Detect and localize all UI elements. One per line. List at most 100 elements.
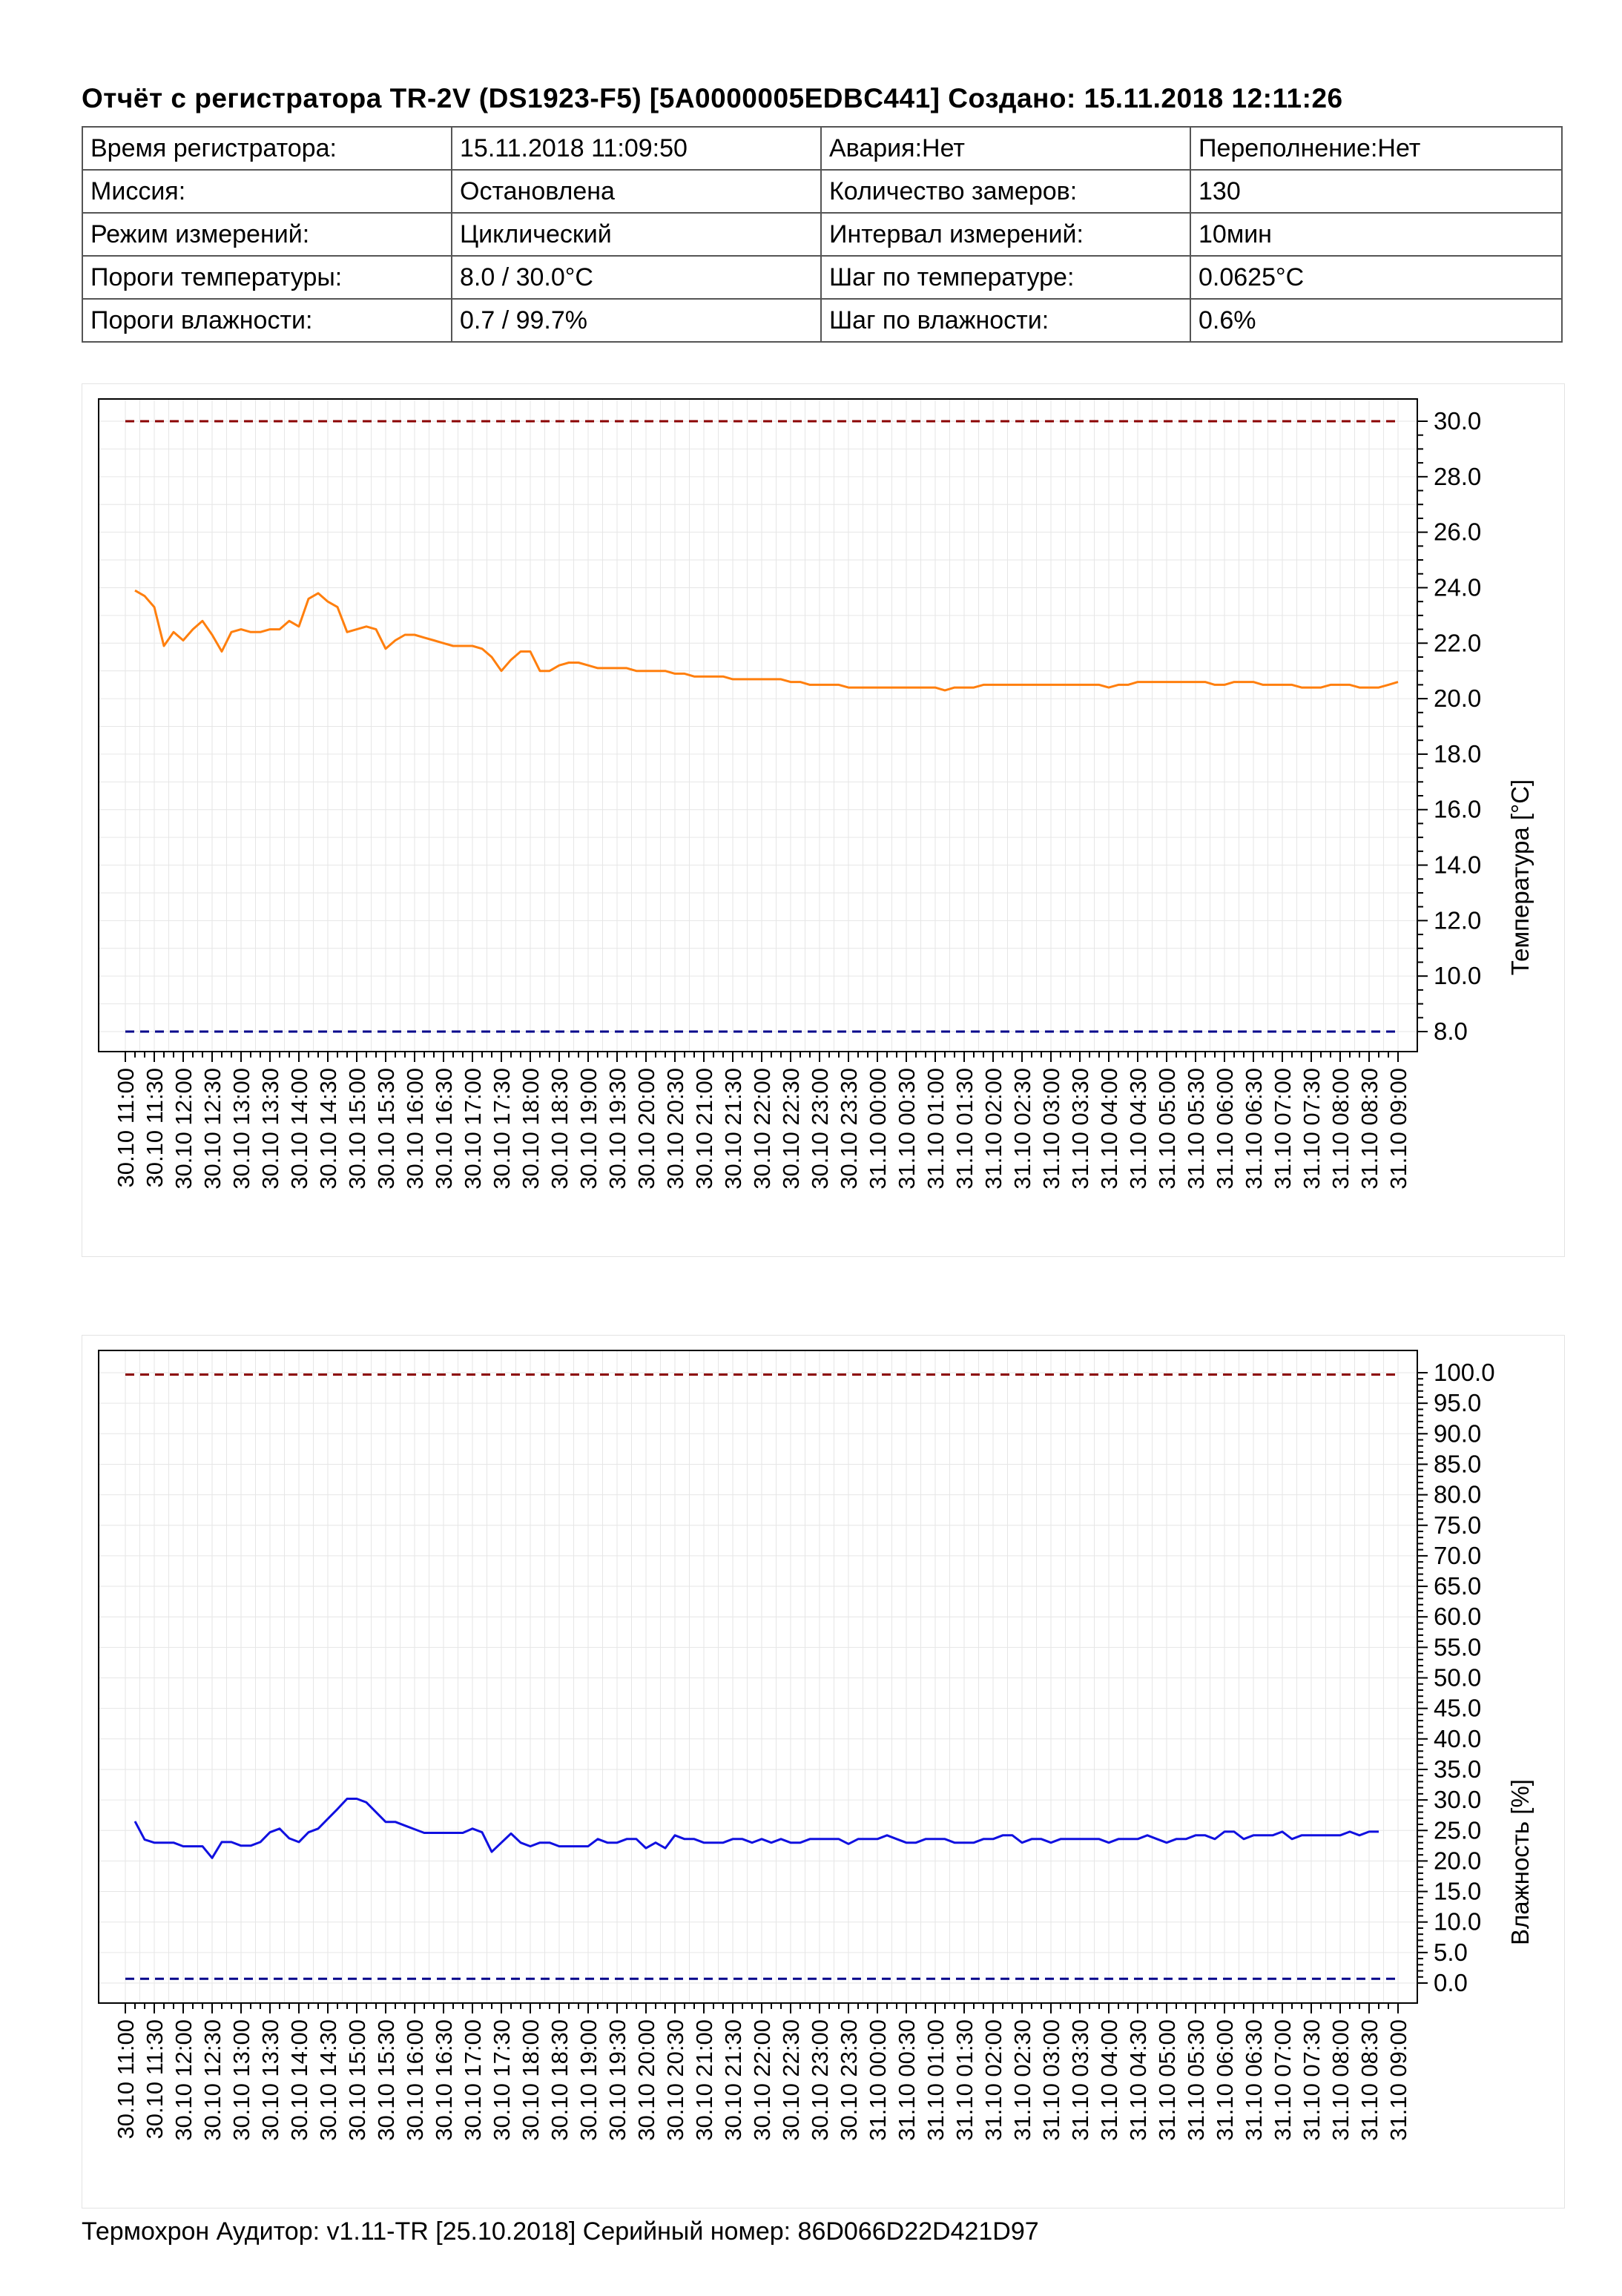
x-tick-label: 30.10 17:30 xyxy=(489,1068,515,1190)
y-tick-label: 25.0 xyxy=(1434,1816,1481,1844)
x-tick-label: 31.10 03:00 xyxy=(1038,1068,1064,1190)
x-tick-label: 30.10 19:30 xyxy=(604,2019,630,2141)
x-tick-label: 30.10 20:30 xyxy=(662,2019,688,2141)
y-tick-label: 35.0 xyxy=(1434,1755,1481,1783)
x-tick-label: 31.10 07:30 xyxy=(1299,2019,1325,2141)
y-tick-label: 50.0 xyxy=(1434,1664,1481,1692)
temperature-chart: 30.10 11:00 30.10 11:30 30.10 12:00 30.10 1… xyxy=(82,383,1565,1257)
x-tick-label: 30.10 13:00 xyxy=(228,2019,254,2141)
y-tick-label: 30.0 xyxy=(1434,1786,1481,1813)
y-tick-label: 95.0 xyxy=(1434,1389,1481,1416)
footer-version-serial: Термохрон Аудитор: v1.11-TR [25.10.2018]… xyxy=(82,2217,1039,2246)
y-tick-label: 75.0 xyxy=(1434,1511,1481,1539)
y-tick-label: 0.0 xyxy=(1434,1969,1468,1996)
x-tick-label: 30.10 11:30 xyxy=(142,2019,168,2139)
x-tick-label: 30.10 17:00 xyxy=(460,2019,486,2141)
table-cell: Остановлена xyxy=(451,169,822,214)
x-tick-label: 30.10 12:30 xyxy=(200,2019,225,2141)
x-tick-label: 30.10 23:30 xyxy=(836,2019,862,2141)
x-tick-label: 30.10 15:30 xyxy=(373,1068,399,1190)
table-row: Время регистратора: 15.11.2018 11:09:50 … xyxy=(82,126,1563,171)
x-tick-label: 30.10 13:30 xyxy=(257,2019,283,2141)
x-tick-label: 31.10 05:00 xyxy=(1154,2019,1180,2141)
x-tick-label: 30.10 12:00 xyxy=(171,1068,197,1190)
y-tick-label: 85.0 xyxy=(1434,1450,1481,1477)
x-tick-label: 30.10 23:00 xyxy=(807,2019,833,2141)
y-axis-title: Влажность [%] xyxy=(1506,1779,1534,1945)
x-tick-label: 30.10 18:00 xyxy=(518,1068,544,1190)
table-cell: Количество замеров: xyxy=(820,169,1191,214)
table-cell: Переполнение:Нет xyxy=(1190,126,1563,171)
y-tick-label: 14.0 xyxy=(1434,851,1481,879)
x-tick-label: 31.10 02:00 xyxy=(980,2019,1006,2141)
x-tick-label: 31.10 04:00 xyxy=(1096,2019,1122,2141)
x-tick-label: 30.10 18:00 xyxy=(518,2019,544,2141)
x-tick-label: 30.10 17:00 xyxy=(460,1068,486,1190)
table-row: Миссия: Остановлена Количество замеров: … xyxy=(82,169,1563,214)
y-tick-label: 40.0 xyxy=(1434,1725,1481,1752)
data-line xyxy=(134,589,1399,692)
x-tick-label: 30.10 14:30 xyxy=(315,1068,341,1190)
y-tick-label: 12.0 xyxy=(1434,906,1481,934)
x-tick-label: 30.10 14:30 xyxy=(315,2019,341,2141)
x-tick-label: 30.10 15:00 xyxy=(344,2019,370,2141)
x-tick-label: 30.10 16:30 xyxy=(431,1068,457,1190)
x-tick-label: 30.10 20:00 xyxy=(633,1068,659,1190)
y-tick-label: 20.0 xyxy=(1434,1847,1481,1874)
x-tick-label: 31.10 00:00 xyxy=(865,1068,891,1190)
y-tick-label: 10.0 xyxy=(1434,1908,1481,1936)
x-tick-label: 30.10 11:30 xyxy=(142,1068,168,1187)
x-tick-label: 31.10 06:00 xyxy=(1212,2019,1238,2141)
y-tick-label: 55.0 xyxy=(1434,1633,1481,1660)
temperature-chart-svg: 30.10 11:00 30.10 11:30 30.10 12:00 30.10 1… xyxy=(98,398,1534,1190)
table-cell: 0.0625°C xyxy=(1190,255,1563,300)
y-tick-label: 16.0 xyxy=(1434,796,1481,823)
table-cell: 8.0 / 30.0°C xyxy=(451,255,822,300)
plot-area xyxy=(99,399,1417,1052)
x-tick-label: 31.10 00:00 xyxy=(865,2019,891,2141)
table-cell: Пороги температуры: xyxy=(82,255,452,300)
x-tick-label: 30.10 16:00 xyxy=(402,2019,428,2141)
x-tick-label: 30.10 18:30 xyxy=(547,1068,573,1190)
table-cell: 130 xyxy=(1190,169,1563,214)
x-tick-label: 31.10 02:00 xyxy=(980,1068,1006,1190)
table-cell: Шаг по температуре: xyxy=(820,255,1191,300)
y-axis-title: Температура [°C] xyxy=(1506,779,1534,975)
x-tick-label: 31.10 01:30 xyxy=(952,1068,978,1190)
x-tick-label: 30.10 13:00 xyxy=(228,1068,254,1190)
x-tick-label: 31.10 09:00 xyxy=(1385,1068,1411,1190)
x-tick-label: 31.10 07:00 xyxy=(1270,2019,1296,2141)
table-row: Пороги влажности: 0.7 / 99.7% Шаг по вла… xyxy=(82,298,1563,343)
x-tick-label: 30.10 21:00 xyxy=(691,1068,717,1190)
x-tick-label: 30.10 22:30 xyxy=(778,2019,804,2141)
table-row: Режим измерений: Циклический Интервал из… xyxy=(82,212,1563,257)
x-tick-label: 31.10 01:00 xyxy=(923,2019,949,2141)
y-tick-label: 5.0 xyxy=(1434,1939,1468,1966)
y-tick-label: 20.0 xyxy=(1434,684,1481,712)
x-tick-label: 31.10 08:30 xyxy=(1356,1068,1382,1190)
table-cell: Авария:Нет xyxy=(820,126,1191,171)
table-cell: Шаг по влажности: xyxy=(820,298,1191,343)
x-tick-label: 30.10 13:30 xyxy=(257,1068,283,1190)
x-tick-label: 31.10 03:00 xyxy=(1038,2019,1064,2141)
y-tick-label: 65.0 xyxy=(1434,1572,1481,1600)
x-tick-label: 30.10 11:00 xyxy=(113,1068,139,1187)
x-tick-label: 30.10 11:00 xyxy=(113,2019,139,2139)
x-tick-label: 30.10 19:30 xyxy=(604,1068,630,1190)
x-tick-label: 30.10 22:00 xyxy=(749,2019,775,2141)
x-tick-label: 31.10 03:30 xyxy=(1067,2019,1093,2141)
table-cell: Режим измерений: xyxy=(82,212,452,257)
table-cell: Пороги влажности: xyxy=(82,298,452,343)
x-tick-label: 31.10 08:00 xyxy=(1328,1068,1354,1190)
y-tick-label: 60.0 xyxy=(1434,1603,1481,1630)
table-cell: Интервал измерений: xyxy=(820,212,1191,257)
y-tick-label: 18.0 xyxy=(1434,740,1481,768)
x-tick-label: 30.10 21:30 xyxy=(720,2019,746,2141)
x-tick-label: 31.10 01:30 xyxy=(952,2019,978,2141)
x-tick-label: 31.10 04:30 xyxy=(1125,1068,1151,1190)
x-tick-label: 31.10 05:30 xyxy=(1183,1068,1209,1190)
x-tick-label: 31.10 03:30 xyxy=(1067,1068,1093,1190)
y-tick-label: 70.0 xyxy=(1434,1542,1481,1569)
y-tick-label: 30.0 xyxy=(1434,407,1481,435)
x-tick-label: 30.10 21:00 xyxy=(691,2019,717,2141)
